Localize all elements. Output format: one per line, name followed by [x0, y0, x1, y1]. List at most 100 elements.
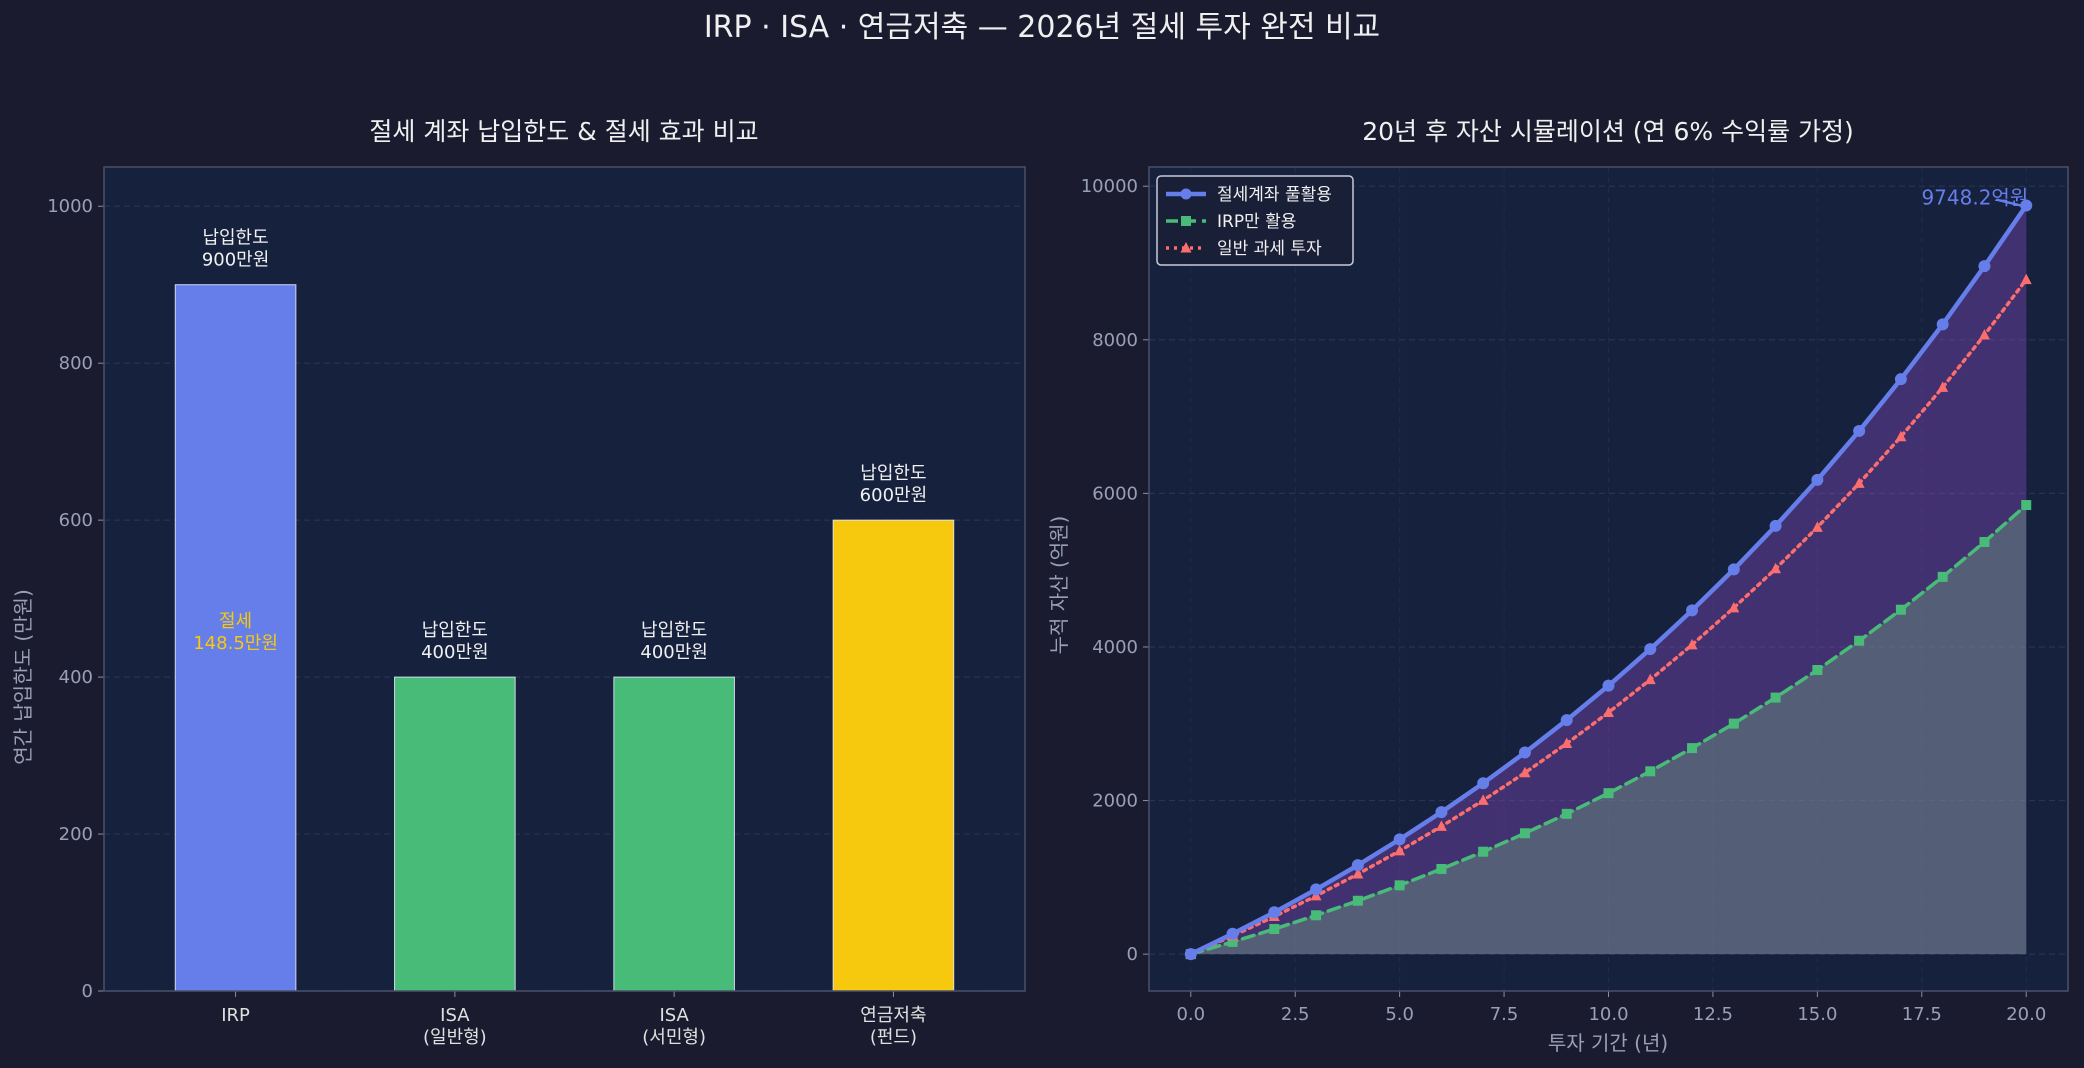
data-point: [1394, 880, 1405, 891]
data-point: [1686, 604, 1699, 617]
data-point: [1728, 718, 1739, 729]
annotation-arrow: [1995, 198, 2022, 207]
data-point: [1435, 820, 1447, 831]
line-chart-asset-simulation: 20년 후 자산 시뮬레이션 (연 6% 수익률 가정) 투자 기간 (년) 누…: [1047, 117, 2069, 1055]
data-point: [1644, 673, 1656, 685]
data-point: [1853, 477, 1865, 488]
data-point: [1812, 665, 1823, 676]
data-point: [1603, 706, 1614, 717]
legend-marker: [1180, 242, 1192, 253]
line-chart-x-axis-label: 투자 기간 (년): [1548, 1031, 1668, 1055]
figure-title: IRP · ISA · 연금저축 — 2026년 절세 투자 완전 비교: [704, 10, 1380, 45]
data-point: [1561, 737, 1573, 748]
bar-chart-title: 절세 계좌 납입한도 & 절세 효과 비교: [369, 117, 758, 146]
bar-category-label: 연금저축 (펀드): [860, 1005, 926, 1048]
data-point: [1561, 808, 1572, 819]
legend-marker: [1180, 188, 1192, 200]
area-fill-gap: [1190, 205, 2027, 955]
line-x-tick-label: 17.5: [1902, 1004, 1942, 1025]
legend-entry: 일반 과세 투자: [1217, 239, 1322, 259]
bar-y-tick-label: 1000: [47, 196, 93, 217]
line-y-tick-label: 10000: [1081, 176, 1138, 197]
data-point: [1895, 430, 1907, 442]
data-point: [1351, 859, 1364, 872]
data-point: [1269, 924, 1280, 935]
data-point: [1519, 766, 1531, 778]
data-point: [1853, 424, 1866, 437]
data-point: [1184, 948, 1197, 961]
line-x-tick-label: 5.0: [1385, 1004, 1414, 1025]
data-point: [1811, 521, 1823, 532]
data-point: [1645, 766, 1656, 777]
line-y-tick-label: 6000: [1092, 483, 1138, 504]
bar: [832, 519, 955, 992]
data-point: [1268, 906, 1281, 919]
data-point: [1936, 318, 1949, 331]
data-point: [1311, 910, 1322, 921]
bar: [174, 284, 297, 992]
data-point: [1477, 794, 1489, 805]
data-point: [1478, 846, 1489, 857]
data-point: [1728, 601, 1740, 613]
data-point: [1769, 519, 1782, 532]
bar-category-label: ISA (일반형): [423, 1005, 487, 1048]
data-point: [2020, 273, 2032, 285]
line-x-tick-label: 10.0: [1588, 1004, 1628, 1025]
data-point: [1895, 604, 1906, 615]
area-fill-base: [1190, 505, 2027, 955]
line-x-tick-label: 15.0: [1797, 1004, 1837, 1025]
data-point: [1937, 381, 1949, 392]
data-point: [1644, 643, 1657, 656]
legend-entry: 절세계좌 풀활용: [1217, 185, 1332, 205]
line-x-tick-label: 20.0: [2006, 1004, 2046, 1025]
line-x-tick-label: 7.5: [1490, 1004, 1519, 1025]
data-point: [1770, 562, 1782, 574]
line-y-tick-label: 0: [1127, 944, 1138, 965]
legend-marker: [1181, 216, 1191, 226]
data-point: [1811, 473, 1824, 486]
bar-category-label: IRP: [221, 1005, 250, 1026]
line-plot-frame: [1148, 166, 2069, 992]
data-point: [1770, 692, 1781, 703]
line-x-tick-label: 0.0: [1176, 1004, 1205, 1025]
bar-value-label: 납입한도 900만원: [202, 228, 269, 271]
data-point: [1518, 746, 1531, 759]
bar-chart-contribution-limits: 절세 계좌 납입한도 & 절세 효과 비교 연간 납입한도 (만원) 0 200 4…: [11, 117, 1026, 1048]
data-point: [1394, 844, 1406, 856]
bar-plot-frame: [103, 166, 1026, 992]
bar-y-tick-label: 400: [59, 667, 93, 688]
bar-y-tick-label: 800: [59, 353, 93, 374]
line-x-tick-label: 12.5: [1693, 1004, 1733, 1025]
data-point: [1894, 373, 1907, 386]
data-point: [2021, 500, 2032, 511]
data-point: [1854, 635, 1865, 646]
data-point: [1687, 743, 1698, 754]
data-point: [1979, 536, 1990, 547]
data-point: [2020, 199, 2033, 212]
data-point: [1477, 777, 1490, 790]
bar-chart-y-axis-label: 연간 납입한도 (만원): [11, 589, 35, 765]
legend-frame: [1156, 175, 1354, 266]
line-chart-title: 20년 후 자산 시뮬레이션 (연 6% 수익률 가정): [1362, 117, 1854, 146]
data-point: [1603, 788, 1614, 799]
data-point: [1227, 936, 1238, 947]
data-point: [1436, 863, 1447, 874]
bar-category-label: ISA (서민형): [642, 1005, 706, 1048]
data-point: [1560, 714, 1573, 727]
data-point: [1727, 563, 1740, 576]
bar: [613, 676, 735, 992]
line-y-tick-label: 8000: [1092, 330, 1138, 351]
line-x-tick-label: 2.5: [1281, 1004, 1310, 1025]
peak-annotation: 9748.2억원: [1921, 186, 2028, 210]
bar-value-label: 납입한도 400만원: [640, 620, 707, 663]
data-point: [1602, 679, 1615, 692]
data-point: [1352, 895, 1363, 906]
data-point: [1393, 833, 1406, 846]
bar: [394, 676, 516, 992]
bar-y-tick-label: 600: [59, 510, 93, 531]
data-point: [1310, 883, 1323, 896]
data-point: [1937, 571, 1948, 582]
data-point: [1686, 638, 1698, 650]
